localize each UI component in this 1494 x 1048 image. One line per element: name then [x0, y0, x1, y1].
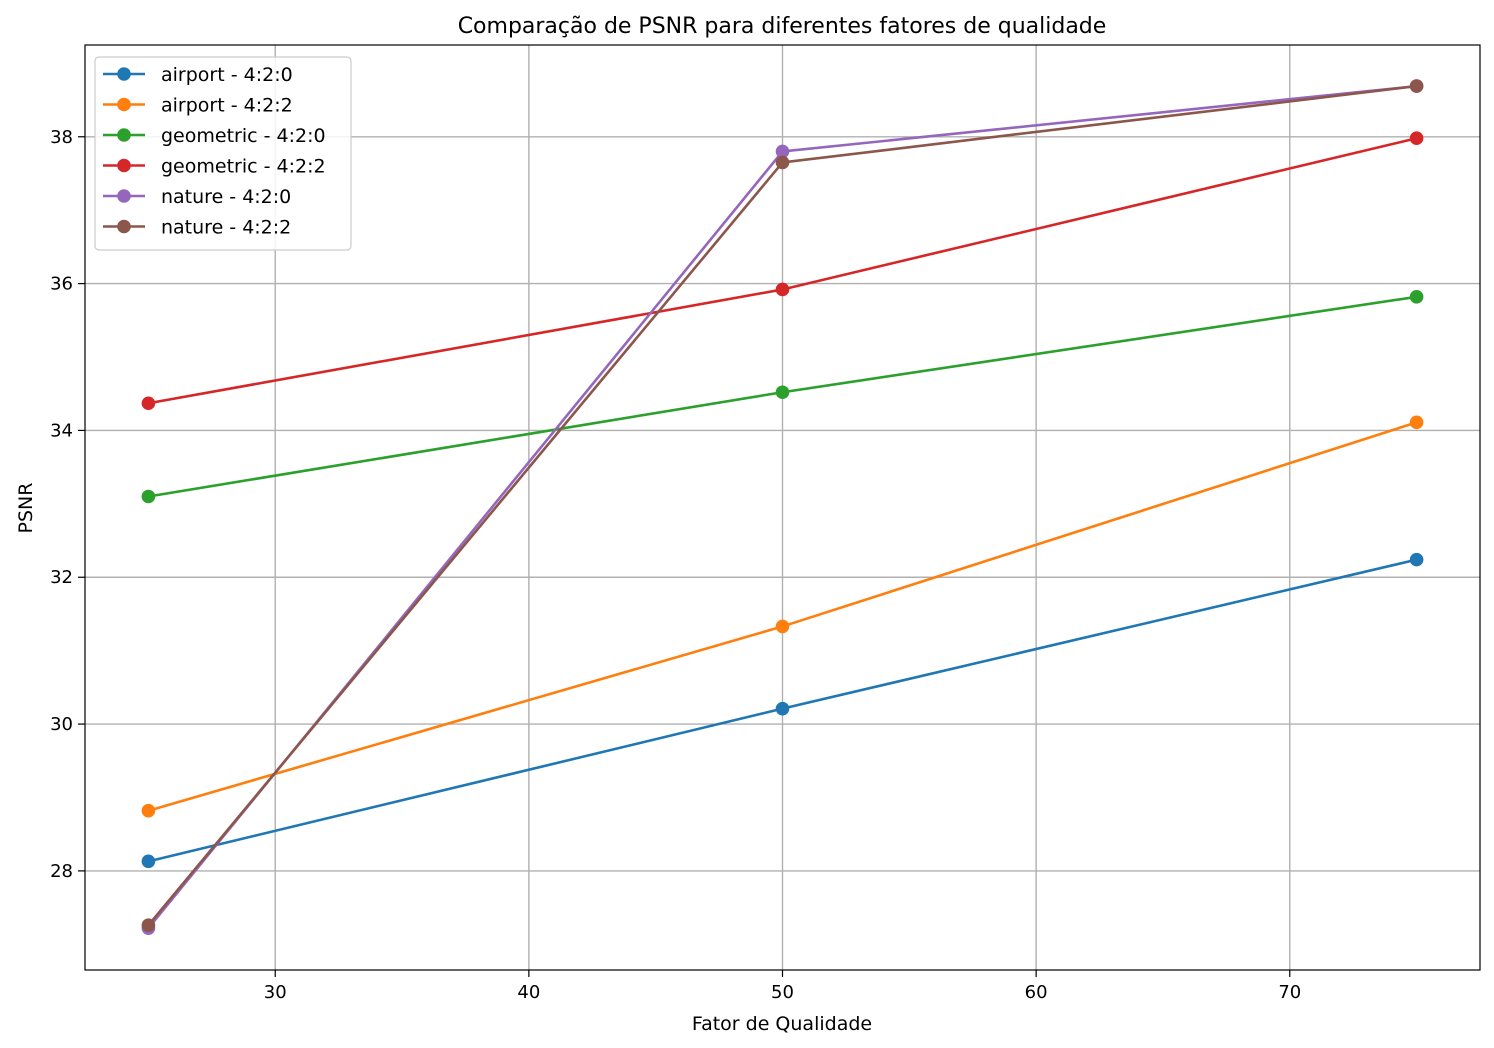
data-point — [775, 144, 790, 159]
data-point — [1409, 131, 1424, 146]
series-geometric-4-2-0 — [141, 290, 1424, 504]
legend-item: nature - 4:2:0 — [103, 186, 291, 208]
data-point — [141, 396, 156, 411]
legend-swatch-marker — [117, 67, 131, 81]
data-point — [775, 701, 790, 716]
legend-item: geometric - 4:2:0 — [103, 125, 326, 147]
data-point — [141, 854, 156, 869]
y-axis-title: PSNR — [15, 483, 37, 534]
data-point — [775, 155, 790, 170]
legend-item: nature - 4:2:2 — [103, 217, 291, 239]
chart-title: Comparação de PSNR para diferentes fator… — [458, 14, 1107, 39]
ticks-layer: 30 40 50 60 70 28 30 32 34 36 38 — [50, 127, 1301, 1003]
x-tick-label: 70 — [1278, 982, 1301, 1003]
series-layer — [141, 79, 1424, 935]
series-airport-4-2-2 — [141, 415, 1424, 818]
series-geometric-4-2-2 — [141, 131, 1424, 411]
legend-item: airport - 4:2:2 — [103, 95, 293, 117]
x-axis-title: Fator de Qualidade — [692, 1013, 872, 1035]
series-airport-4-2-0 — [141, 552, 1424, 869]
data-point — [1409, 290, 1424, 304]
x-tick-label: 30 — [264, 982, 287, 1003]
data-point — [775, 385, 790, 400]
x-tick-label: 50 — [771, 982, 794, 1003]
legend-label: geometric - 4:2:2 — [161, 156, 326, 178]
y-tick-label: 34 — [50, 420, 73, 441]
legend-swatch-marker — [117, 219, 131, 234]
legend-label: nature - 4:2:0 — [161, 186, 291, 208]
data-point — [775, 619, 790, 634]
data-point — [1409, 79, 1424, 93]
data-point — [141, 918, 156, 933]
legend-label: airport - 4:2:2 — [161, 95, 293, 117]
legend-box — [94, 56, 352, 251]
legend-swatch-marker — [117, 189, 131, 203]
x-tick-label: 60 — [1025, 982, 1048, 1003]
y-tick-label: 30 — [50, 714, 73, 735]
data-point — [775, 282, 790, 297]
legend-label: geometric - 4:2:0 — [161, 125, 326, 147]
legend-item: geometric - 4:2:2 — [103, 156, 326, 178]
series-nature-4-2-2 — [141, 79, 1424, 933]
legend-swatch-marker — [117, 128, 131, 142]
y-tick-label: 36 — [50, 274, 73, 295]
legend-swatch-marker — [117, 158, 131, 173]
legend-item: airport - 4:2:0 — [103, 64, 293, 86]
y-tick-label: 32 — [50, 567, 73, 588]
data-point — [1409, 552, 1424, 567]
legend-swatch-marker — [117, 97, 131, 112]
legend-label: nature - 4:2:2 — [161, 217, 291, 239]
legend-label: airport - 4:2:0 — [161, 64, 293, 86]
data-point — [1409, 415, 1424, 430]
y-tick-label: 38 — [50, 127, 73, 148]
x-tick-label: 40 — [517, 982, 540, 1003]
y-tick-label: 28 — [50, 861, 73, 882]
data-point — [141, 489, 156, 504]
data-point — [141, 803, 156, 818]
legend: airport - 4:2:0 airport - 4:2:2 geometric … — [94, 56, 352, 251]
